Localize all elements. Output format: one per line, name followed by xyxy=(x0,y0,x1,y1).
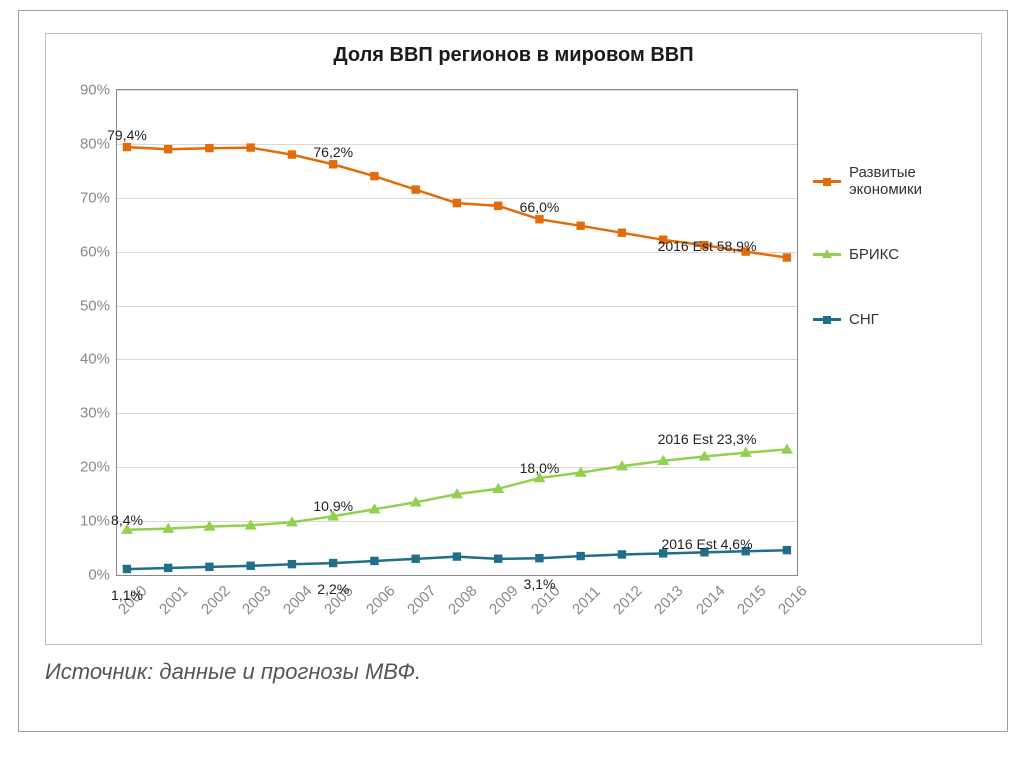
legend-label-cis: СНГ xyxy=(849,311,879,328)
series-marker xyxy=(329,160,337,168)
series-marker xyxy=(411,555,419,563)
legend-marker-cis xyxy=(823,316,831,324)
chart-title: Доля ВВП регионов в мировом ВВП xyxy=(46,44,981,67)
chart-frame: Доля ВВП регионов в мировом ВВП 0%10%20%… xyxy=(45,33,982,645)
x-tick-label: 2013 xyxy=(651,582,687,618)
chart-svg xyxy=(117,90,797,575)
source-caption: Источник: данные и прогнозы МВФ. xyxy=(45,659,421,685)
legend-item-developed: Развитые экономики xyxy=(813,164,973,198)
y-tick-label: 10% xyxy=(62,513,110,530)
legend-label-developed: Развитые экономики xyxy=(849,164,973,198)
x-tick-label: 2009 xyxy=(486,582,522,618)
series-marker xyxy=(288,150,296,158)
x-tick-label: 2010 xyxy=(528,582,564,618)
x-tick-label: 2012 xyxy=(610,582,646,618)
series-marker xyxy=(411,185,419,193)
series-marker xyxy=(288,560,296,568)
legend-swatch-developed xyxy=(813,180,841,183)
series-marker xyxy=(783,546,791,554)
x-tick-label: 2008 xyxy=(445,582,481,618)
x-tick-label: 2002 xyxy=(198,582,234,618)
series-marker xyxy=(329,559,337,567)
series-marker xyxy=(453,199,461,207)
series-marker xyxy=(618,229,626,237)
series-marker xyxy=(494,202,502,210)
series-marker xyxy=(618,550,626,558)
y-tick-label: 20% xyxy=(62,459,110,476)
y-tick-label: 40% xyxy=(62,351,110,368)
series-marker xyxy=(205,144,213,152)
series-marker xyxy=(370,557,378,565)
series-marker xyxy=(535,554,543,562)
x-tick-label: 2000 xyxy=(115,582,151,618)
chart-plot-area: 0%10%20%30%40%50%60%70%80%90%20002001200… xyxy=(116,89,798,576)
series-marker xyxy=(535,215,543,223)
chart-outer-frame: Доля ВВП регионов в мировом ВВП 0%10%20%… xyxy=(18,10,1008,732)
x-tick-label: 2006 xyxy=(363,582,399,618)
series-marker xyxy=(494,555,502,563)
y-tick-label: 60% xyxy=(62,243,110,260)
y-tick-label: 0% xyxy=(62,567,110,584)
series-marker xyxy=(453,552,461,560)
series-marker xyxy=(700,548,708,556)
x-tick-label: 2011 xyxy=(569,583,604,618)
y-tick-label: 70% xyxy=(62,189,110,206)
legend-swatch-brics xyxy=(813,253,841,256)
y-tick-label: 90% xyxy=(62,82,110,99)
series-marker xyxy=(741,547,749,555)
legend-item-brics: БРИКС xyxy=(813,246,973,263)
series-marker xyxy=(246,143,254,151)
series-marker xyxy=(659,549,667,557)
series-marker xyxy=(783,253,791,261)
y-tick-label: 30% xyxy=(62,405,110,422)
x-tick-label: 2003 xyxy=(239,582,275,618)
series-marker xyxy=(576,222,584,230)
series-marker xyxy=(700,241,708,249)
series-marker xyxy=(246,562,254,570)
series-marker xyxy=(576,552,584,560)
series-marker xyxy=(370,172,378,180)
series-marker xyxy=(164,145,172,153)
legend-marker-brics xyxy=(822,249,832,258)
series-marker xyxy=(123,143,131,151)
x-tick-label: 2014 xyxy=(693,582,729,618)
x-tick-label: 2007 xyxy=(404,582,440,618)
legend-marker-developed xyxy=(823,178,831,186)
x-tick-label: 2016 xyxy=(775,582,811,618)
series-marker xyxy=(741,247,749,255)
series-marker xyxy=(123,565,131,573)
series-marker xyxy=(659,236,667,244)
chart-legend: Развитые экономики БРИКС СНГ xyxy=(813,164,973,376)
y-tick-label: 80% xyxy=(62,135,110,152)
y-tick-label: 50% xyxy=(62,297,110,314)
x-tick-label: 2015 xyxy=(734,582,770,618)
legend-item-cis: СНГ xyxy=(813,311,973,328)
x-tick-label: 2001 xyxy=(156,582,192,618)
x-tick-label: 2005 xyxy=(321,582,357,618)
series-marker xyxy=(205,563,213,571)
x-tick-label: 2004 xyxy=(280,582,316,618)
legend-label-brics: БРИКС xyxy=(849,246,899,263)
series-marker xyxy=(164,564,172,572)
legend-swatch-cis xyxy=(813,318,841,321)
